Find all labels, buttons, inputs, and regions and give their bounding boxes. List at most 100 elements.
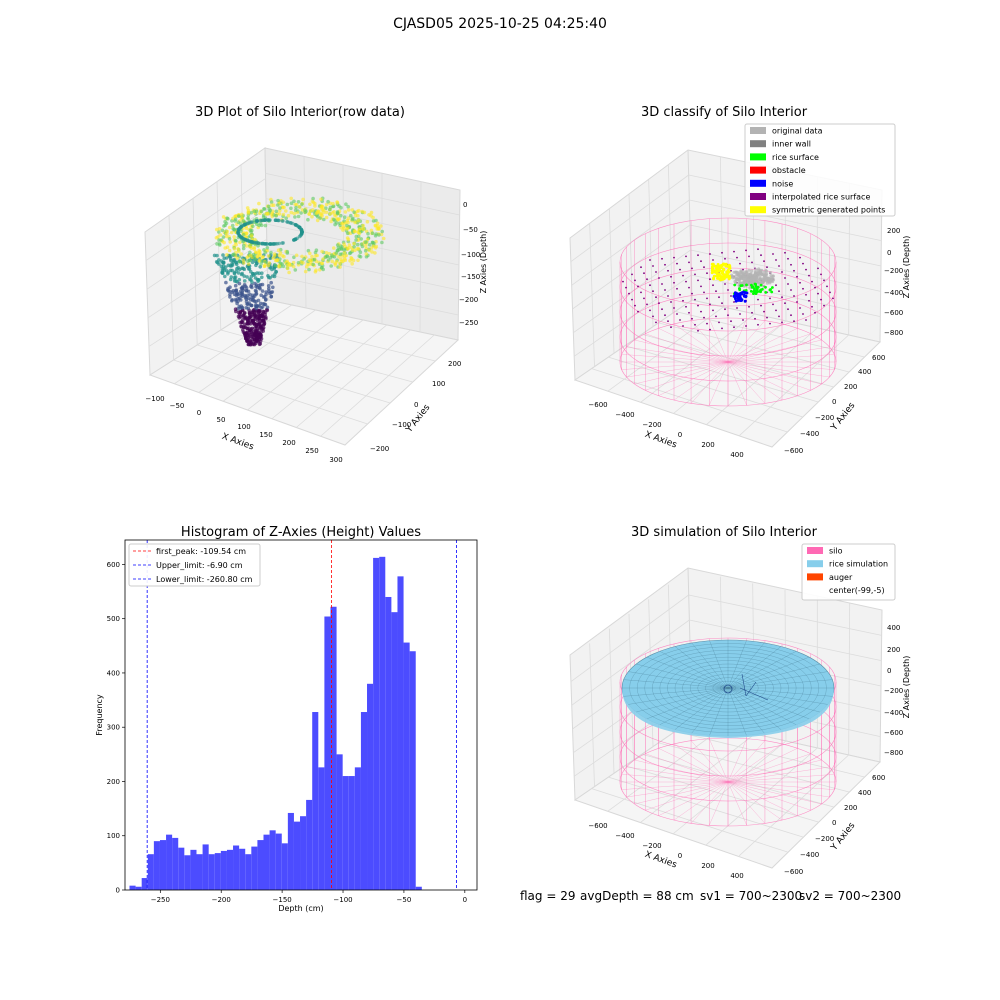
raw-point — [328, 207, 332, 212]
interpolated-point — [688, 311, 690, 314]
silo-floor-spoke — [727, 759, 822, 783]
raw-point — [313, 204, 317, 208]
raw-point — [256, 310, 261, 315]
interpolated-point — [697, 254, 699, 257]
raw-point — [324, 215, 329, 220]
silo-floor-spoke — [727, 774, 835, 783]
raw-point — [225, 253, 229, 257]
raw-point — [274, 258, 278, 263]
symmetric-point — [721, 272, 725, 276]
rice-mesh-spoke — [636, 663, 729, 689]
silo-floor-spoke — [658, 748, 729, 783]
rice-mesh-spoke — [727, 687, 765, 734]
raw-point — [266, 274, 270, 278]
original-point — [758, 277, 762, 281]
silo-floor-spoke — [727, 323, 783, 363]
y-tick-label: 100 — [107, 832, 120, 840]
raw-point — [255, 271, 259, 275]
raw-point — [338, 265, 342, 269]
silo-floor-spoke — [727, 361, 766, 404]
grid-line — [690, 249, 881, 292]
raw-point — [226, 286, 230, 291]
interpolated-point — [673, 281, 675, 284]
raw-point — [262, 319, 266, 324]
interpolated-point — [697, 304, 699, 307]
symmetric-point — [716, 273, 720, 277]
classify-z-label: Z Axies (Depth) — [902, 236, 911, 299]
legend-label: obstacle — [772, 166, 806, 175]
interpolated-point — [757, 298, 759, 301]
raw-point — [351, 258, 356, 263]
interpolated-point — [808, 274, 810, 277]
histogram-chart: Histogram of Z-Axies (Height) Values −25… — [95, 525, 478, 913]
symmetric-point — [710, 271, 714, 275]
rice-surface-point — [764, 285, 767, 289]
raw-point — [238, 306, 243, 310]
raw-point — [227, 248, 232, 253]
raw-point — [356, 208, 361, 213]
raw-point — [373, 251, 377, 255]
raw-point — [217, 230, 221, 234]
grid-line — [706, 327, 818, 425]
raw-point — [259, 293, 264, 298]
raw-point — [338, 261, 342, 266]
rice-mesh-spoke — [709, 640, 729, 689]
simulation-z-ticks: 400 200 0 −200 −400 −600 −800 — [884, 624, 903, 757]
simulation-y-tick: 600 — [872, 774, 885, 782]
histogram-bar — [348, 776, 355, 890]
interpolated-point — [712, 259, 714, 261]
raw-point — [228, 268, 233, 273]
original-point — [770, 277, 774, 281]
raw-point — [234, 242, 238, 247]
classify-y-tick: −200 — [815, 414, 834, 422]
raw-point — [276, 248, 281, 252]
raw-point — [221, 235, 226, 239]
classify-z-tick: −600 — [884, 309, 903, 317]
raw-point — [248, 250, 252, 255]
classify-plot-title: 3D classify of Silo Interior — [641, 105, 808, 120]
silo-floor-spoke — [673, 781, 729, 821]
raw-point — [350, 248, 355, 252]
raw-point — [293, 208, 298, 213]
raw-point — [307, 267, 311, 272]
raw-point — [301, 261, 305, 265]
original-point — [760, 268, 764, 272]
grid-line — [689, 199, 882, 242]
raw-point — [346, 208, 351, 212]
raw-z-tick: −150 — [461, 273, 480, 281]
silo-floor-spoke — [727, 781, 822, 805]
raw-point — [310, 214, 314, 219]
raw-point — [246, 293, 250, 298]
noise-point — [733, 295, 737, 299]
simulation-z-tick: −400 — [884, 709, 903, 717]
grid-line — [295, 329, 411, 428]
raw-point — [252, 342, 257, 347]
raw-point — [248, 228, 253, 232]
raw-point — [367, 213, 371, 217]
raw-point — [324, 202, 329, 207]
raw-point — [230, 223, 235, 228]
histogram-bar — [159, 840, 167, 890]
rice-mesh-spoke — [727, 687, 810, 719]
grid-line — [222, 314, 340, 402]
raw-point — [229, 275, 234, 279]
raw-point — [221, 260, 225, 265]
raw-point — [312, 257, 317, 262]
raw-point — [240, 215, 244, 220]
raw-x-tick: 0 — [197, 409, 201, 417]
grid-line — [247, 319, 364, 411]
rice-mesh-spoke — [727, 640, 747, 689]
original-point — [757, 281, 761, 285]
raw-point — [266, 254, 271, 258]
rice-mesh-spoke — [727, 646, 782, 689]
silo-floor-spoke — [658, 781, 729, 816]
interpolated-point — [778, 290, 780, 293]
raw-point — [358, 254, 363, 259]
raw-point — [266, 284, 271, 288]
raw-point — [253, 313, 258, 318]
silo-floor-spoke — [727, 766, 830, 783]
raw-point — [261, 309, 266, 314]
raw-point — [248, 277, 252, 282]
rice-mesh-spoke — [646, 657, 729, 689]
legend-swatch — [750, 193, 766, 200]
